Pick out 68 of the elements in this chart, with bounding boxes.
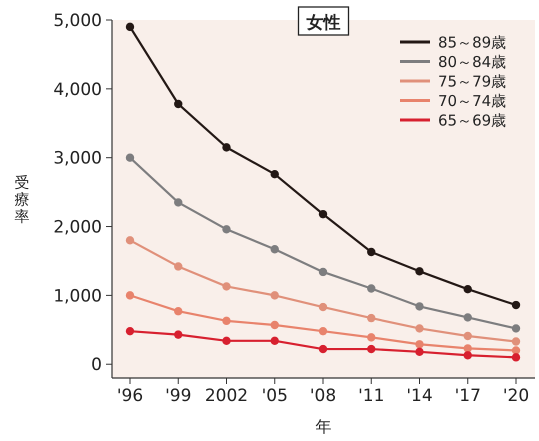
point: [367, 314, 376, 322]
point: [174, 100, 182, 108]
legend-label: 80～84歳: [438, 52, 506, 71]
point: [367, 284, 376, 293]
point: [512, 300, 520, 310]
point: [174, 307, 182, 316]
x-tick-label: '05: [262, 386, 288, 406]
point: [270, 245, 279, 254]
point: [126, 22, 134, 32]
point: [464, 344, 472, 353]
point: [367, 333, 376, 342]
point: [464, 351, 472, 360]
point: [318, 268, 328, 276]
point: [415, 348, 424, 356]
point: [367, 344, 376, 354]
point: [512, 346, 520, 355]
point: [126, 326, 134, 336]
point: [318, 302, 328, 312]
x-tick-label: '99: [165, 386, 192, 406]
point: [415, 340, 424, 348]
point: [512, 337, 520, 346]
y-tick-label: 2,000: [53, 217, 102, 238]
point: [512, 324, 520, 333]
x-tick-label: '11: [358, 386, 384, 406]
point: [126, 291, 134, 300]
y-tick-label: 5,000: [53, 10, 102, 31]
y-axis-title: 受療率: [14, 173, 30, 226]
point: [415, 324, 424, 333]
y-tick-label: 1,000: [53, 286, 102, 306]
point: [174, 330, 182, 339]
point: [222, 225, 231, 234]
point: [512, 353, 520, 362]
point: [222, 336, 231, 346]
point: [318, 210, 328, 218]
point: [222, 316, 231, 326]
legend-label: 85～89歳: [438, 33, 506, 52]
y-tick-label: 4,000: [53, 80, 102, 100]
point: [174, 262, 182, 271]
point: [415, 267, 424, 276]
point: [318, 344, 328, 354]
legend-label: 65～69歳: [438, 111, 506, 130]
point: [222, 143, 231, 152]
point: [367, 248, 376, 256]
point: [270, 320, 279, 330]
point: [464, 284, 472, 294]
x-tick-label: '17: [454, 386, 481, 406]
point: [415, 302, 424, 311]
legend-label: 70～74歳: [438, 92, 506, 110]
x-tick-label: '08: [310, 386, 336, 406]
y-tick-label: 0: [91, 355, 102, 376]
point: [270, 291, 279, 300]
point: [464, 313, 472, 322]
point: [318, 326, 328, 336]
point: [126, 153, 134, 162]
y-tick-label: 3,000: [53, 148, 102, 169]
point: [222, 282, 231, 291]
point: [126, 236, 134, 245]
x-tick-label: 2002: [204, 386, 248, 406]
legend-label: 75～79歳: [438, 72, 506, 90]
x-tick-label: '20: [502, 386, 530, 406]
point: [174, 198, 182, 207]
point: [270, 170, 279, 178]
x-axis-title: 年: [316, 417, 332, 436]
x-tick-label: '14: [406, 386, 433, 406]
chart-title: 女性: [306, 13, 340, 33]
point: [270, 336, 279, 346]
x-tick-label: '96: [116, 386, 144, 406]
point: [464, 332, 472, 340]
